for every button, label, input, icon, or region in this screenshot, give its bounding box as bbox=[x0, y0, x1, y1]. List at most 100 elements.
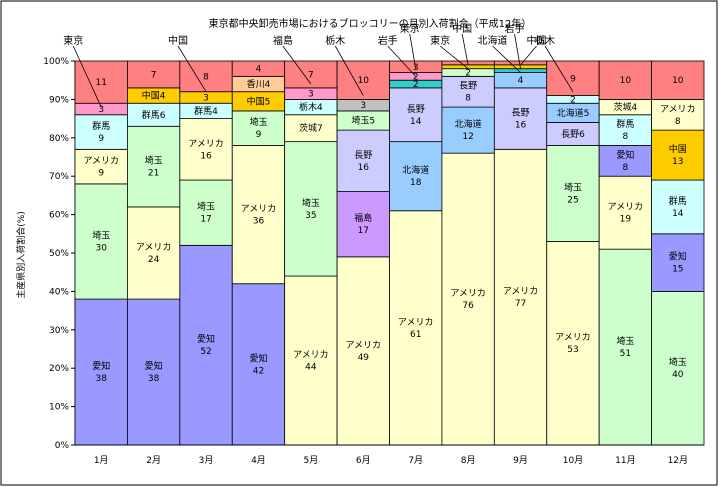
segment-label: 8 bbox=[203, 72, 209, 82]
y-tick-label: 20% bbox=[49, 364, 69, 374]
bar-segment bbox=[127, 298, 181, 446]
callout-leader bbox=[544, 45, 574, 92]
x-tick-label: 2月 bbox=[146, 455, 161, 466]
segment-label: 群馬4 bbox=[194, 105, 218, 117]
callout-label: 岩手 bbox=[505, 22, 525, 35]
bar-segment bbox=[284, 141, 338, 277]
bar-stack-8: アメリカ 76 北海道 12 長野 8 2 bbox=[441, 60, 495, 446]
y-tick-label: 50% bbox=[49, 249, 69, 259]
segment-label: 栃木4 bbox=[299, 101, 323, 113]
segment-label: 茨城4 bbox=[614, 101, 638, 113]
segment-label: 愛知 bbox=[669, 251, 687, 263]
callout-leader bbox=[520, 45, 537, 66]
segment-label: 埼玉 bbox=[197, 201, 215, 213]
segment-label: 53 bbox=[567, 345, 578, 355]
bar-stack-11: 埼玉 51 アメリカ 19 愛知 8 群馬 8 茨城4 10 bbox=[598, 60, 652, 446]
segment-label: 群馬 bbox=[616, 118, 634, 130]
segment-label: 12 bbox=[462, 132, 473, 142]
bar-segment bbox=[231, 283, 286, 446]
segment-label: 4 bbox=[518, 76, 524, 86]
x-tick-label: 12月 bbox=[668, 455, 688, 466]
segment-label: 10 bbox=[620, 76, 632, 86]
segment-label: 30 bbox=[95, 243, 107, 253]
x-axis: 1月 2月 3月 4月 5月 6月 7月 8月 9月 10月 11月 12月 bbox=[75, 444, 704, 466]
segment-label: 長野 bbox=[512, 108, 530, 119]
x-tick-label: 8月 bbox=[461, 455, 476, 466]
segment-label: 北海道5 bbox=[557, 107, 590, 119]
bar-segment bbox=[651, 290, 705, 446]
bar-segment bbox=[179, 244, 233, 446]
segment-label: 38 bbox=[95, 374, 107, 384]
segment-label: 25 bbox=[567, 195, 578, 205]
segment-label: 19 bbox=[620, 215, 632, 225]
segment-label: 8 bbox=[623, 132, 629, 142]
callout-label: 東京 bbox=[430, 34, 450, 47]
bar-segment bbox=[651, 179, 705, 235]
segment-label: 13 bbox=[672, 157, 683, 167]
segment-label: 長野 bbox=[354, 150, 372, 161]
segment-label: 埼玉5 bbox=[351, 115, 375, 127]
segment-label: 7 bbox=[308, 70, 314, 80]
segment-label: 52 bbox=[200, 347, 211, 357]
x-tick-label: 1月 bbox=[94, 455, 109, 466]
segment-label: 埼玉 bbox=[669, 356, 687, 368]
y-tick-label: 60% bbox=[49, 211, 69, 221]
callout-label: 栃木 bbox=[535, 34, 555, 47]
segment-label: 76 bbox=[462, 301, 474, 311]
bar-segment bbox=[598, 175, 652, 250]
segment-label: 3 bbox=[360, 101, 366, 111]
segment-label: 77 bbox=[515, 299, 526, 309]
bar-segment bbox=[389, 210, 443, 446]
callout-leader bbox=[409, 33, 417, 69]
segment-label: 埼玉 bbox=[564, 181, 582, 193]
segment-label: アメリカ bbox=[83, 156, 119, 167]
segment-label: 36 bbox=[253, 217, 265, 227]
x-tick-label: 11月 bbox=[615, 455, 635, 466]
bar-segment bbox=[651, 60, 705, 100]
segment-label: 愛知 bbox=[616, 149, 634, 161]
segment-label: 14 bbox=[672, 209, 684, 219]
x-tick-label: 7月 bbox=[408, 455, 423, 466]
segment-label: 8 bbox=[675, 117, 681, 127]
segment-label: 35 bbox=[305, 211, 316, 221]
segment-label: 8 bbox=[465, 94, 471, 104]
segment-label: 8 bbox=[623, 163, 629, 173]
y-tick-label: 40% bbox=[49, 287, 69, 297]
callout-label: 岩手 bbox=[378, 34, 398, 47]
segment-label: 17 bbox=[358, 226, 369, 236]
callout-label: 北海道 bbox=[478, 34, 508, 47]
callout-leader bbox=[492, 45, 521, 73]
segment-label: 愛知 bbox=[145, 360, 163, 372]
x-tick-label: 9月 bbox=[513, 455, 528, 466]
segment-label: アメリカ bbox=[503, 286, 539, 297]
segment-label: アメリカ bbox=[555, 332, 591, 343]
y-tick-label: 100% bbox=[43, 57, 69, 67]
callout-leader bbox=[72, 45, 102, 108]
segment-label: 40 bbox=[672, 370, 684, 380]
segment-label: 24 bbox=[148, 255, 160, 265]
callout-leader bbox=[461, 33, 469, 65]
segment-label: 長野 bbox=[407, 104, 425, 115]
bar-segment bbox=[284, 275, 338, 446]
segment-label: 群馬 bbox=[92, 120, 110, 132]
y-tick-label: 80% bbox=[49, 134, 69, 144]
bar-segment bbox=[127, 206, 181, 300]
y-tick-label: 70% bbox=[49, 172, 69, 182]
bar-segment bbox=[546, 60, 600, 96]
segment-label: 9 bbox=[570, 74, 576, 84]
segment-label: 14 bbox=[410, 117, 422, 127]
segment-label: 16 bbox=[515, 121, 527, 131]
bar-stack-9: アメリカ 77 長野 16 4 bbox=[493, 60, 548, 446]
y-tick-label: 10% bbox=[49, 403, 69, 413]
segment-label: アメリカ bbox=[660, 104, 696, 115]
x-tick-label: 5月 bbox=[304, 455, 319, 466]
bar-segment bbox=[231, 145, 286, 285]
segment-label: 埼玉 bbox=[249, 116, 267, 128]
bar-segment bbox=[546, 145, 600, 242]
bar-segment bbox=[651, 129, 705, 181]
segment-label: 埼玉 bbox=[92, 229, 110, 241]
bar-segment bbox=[441, 64, 495, 70]
segment-label: 群馬6 bbox=[142, 109, 166, 121]
segment-label: 9 bbox=[98, 169, 104, 179]
